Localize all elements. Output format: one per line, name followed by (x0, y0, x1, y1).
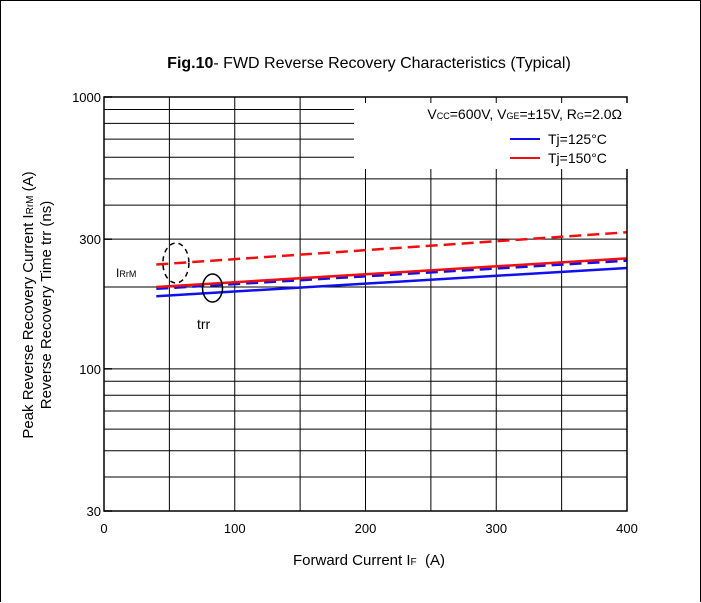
vcc-rest: =600V, (450, 106, 497, 122)
y-tick-label: 300 (79, 232, 101, 247)
series-line-trr-tj125 (156, 266, 628, 298)
x-tick-label: 400 (616, 521, 638, 536)
y-axis-label1-sub: RrM (25, 196, 36, 215)
legend-label-tj125: Tj=125°C (548, 131, 607, 147)
y-tick-label: 30 (87, 504, 101, 519)
title-text: - FWD Reverse Recovery Characteristics (… (213, 55, 570, 72)
vcc-sub: CC (437, 111, 450, 121)
vge-main: V (497, 106, 507, 122)
series-line-irrm-tj125 (156, 259, 628, 291)
x-axis-label-main: Forward Current I (293, 552, 411, 569)
y-axis-label-line2: Reverse Recovery Time trr (ns) (38, 201, 55, 409)
series-layer (156, 231, 628, 298)
irrm-sub: RrM (119, 269, 136, 279)
title-prefix: Fig.10 (167, 55, 213, 72)
x-tick-label: 100 (224, 521, 246, 536)
x-tick-label: 300 (485, 521, 507, 536)
vcc-main: V (427, 106, 437, 122)
x-axis-label: Forward Current IF (A) (293, 552, 445, 569)
plot-border (103, 96, 628, 512)
vge-rest: =±15V, (519, 106, 566, 122)
annotation-layer (162, 242, 224, 303)
series-line-irrm-tj150 (156, 231, 628, 266)
legend-label-tj150: Tj=150°C (548, 150, 607, 166)
y-axis-label1-unit: (A) (20, 171, 37, 195)
irrm-annotation-label: IRrM (116, 266, 136, 280)
y-axis-label-line1: Peak Reverse Recovery Current IRrM (A) (20, 171, 37, 438)
rg-rest: =2.0Ω (584, 106, 622, 122)
test-conditions: VCC=600V, VGE=±15V, RG=2.0Ω (427, 106, 622, 122)
y-tick-label: 1000 (72, 90, 101, 105)
y-axis-label1-main: Peak Reverse Recovery Current I (20, 214, 37, 438)
trr-ellipse (201, 273, 224, 303)
irrm-ellipse (162, 242, 190, 284)
series-line-trr-tj150 (156, 257, 628, 289)
rg-sub: G (577, 111, 584, 121)
rg-main: R (567, 106, 577, 122)
irrm-main: I (116, 266, 119, 280)
legend-box (354, 103, 629, 169)
x-tick-label: 0 (100, 521, 107, 536)
chart-title: Fig.10- FWD Reverse Recovery Characteris… (167, 55, 571, 72)
y-tick-label: 100 (79, 362, 101, 377)
x-axis-label-unit: (A) (417, 552, 445, 569)
vge-sub: GE (506, 111, 519, 121)
x-axis-label-sub: F (411, 557, 417, 568)
x-tick-label: 200 (355, 521, 377, 536)
trr-annotation-label: trr (197, 316, 211, 332)
tick-layer: 0 100 200 300 400 30 100 300 1000 (72, 90, 638, 536)
